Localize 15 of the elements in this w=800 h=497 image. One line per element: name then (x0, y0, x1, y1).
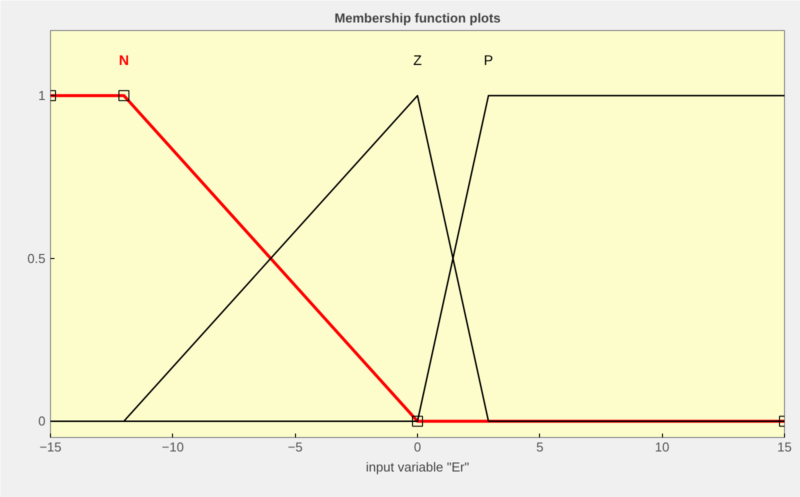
x-tick-label: −5 (288, 440, 303, 454)
x-tick-label: −15 (39, 440, 62, 454)
x-tick-label: 5 (536, 440, 544, 454)
chart-title: Membership function plots (334, 10, 501, 26)
y-tick-label: 1 (38, 88, 46, 104)
x-tick-label: 0 (414, 440, 422, 454)
text: Z (413, 52, 422, 68)
series-label: P (484, 52, 494, 68)
x-tick-label: −10 (162, 440, 184, 454)
x-axis-title: input variable "Er" (366, 460, 470, 474)
y-tick-label: 0 (38, 414, 46, 429)
x-tick-label: 10 (654, 440, 670, 454)
x-tick-label: 15 (777, 440, 792, 454)
series-label: N (118, 52, 129, 68)
y-tick-label: 0.5 (27, 250, 46, 266)
